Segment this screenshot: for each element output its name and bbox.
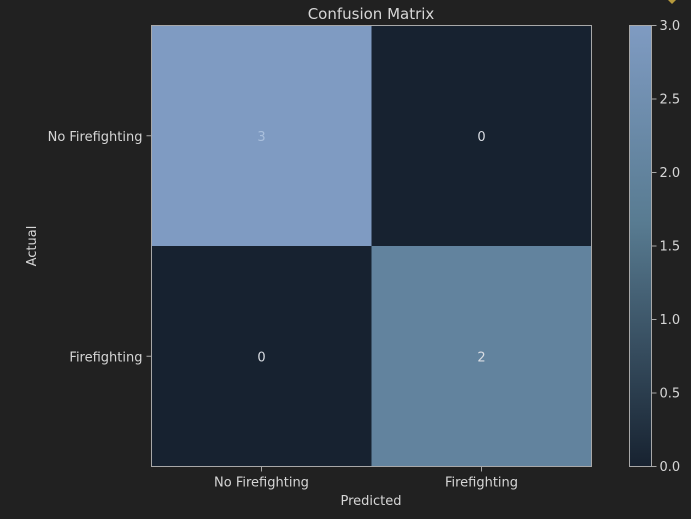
- y-tick-label: Firefighting: [69, 350, 142, 365]
- heatmap-cell-1-1: [371, 246, 592, 467]
- colorbar-tick-label: 0.0: [660, 460, 681, 475]
- x-tick-label: Firefighting: [445, 476, 518, 491]
- colorbar-tick-label: 3.0: [660, 19, 681, 34]
- colorbar-tick-label: 2.5: [660, 93, 681, 108]
- heatmap-cell-1-0: [151, 246, 372, 467]
- x-tick-label: No Firefighting: [214, 476, 309, 491]
- x-axis-title: Predicted: [340, 494, 401, 509]
- colorbar: [629, 25, 652, 467]
- heatmap-cell-0-0: [151, 25, 372, 246]
- colorbar-tick-label: 2.0: [660, 166, 681, 181]
- heatmap-labels: 3 0 0 2 No Firefighting Firefighting No Firefi…: [48, 130, 518, 491]
- colorbar-tick-label: 1.5: [660, 240, 681, 255]
- cell-value-label: 0: [257, 350, 265, 365]
- y-axis-title: Actual: [25, 226, 40, 267]
- heatmap-cell-0-1: [371, 25, 592, 246]
- y-tick-label: No Firefighting: [48, 130, 143, 145]
- cell-value-label: 0: [477, 130, 485, 145]
- chart-title: Confusion Matrix: [308, 5, 435, 23]
- cell-value-label: 3: [257, 130, 265, 145]
- colorbar-ticks: 0.0 0.5 1.0 1.5 2.0 2.5 3.0: [651, 19, 681, 475]
- heatmap-cells: [151, 25, 592, 467]
- plot-frame: [151, 25, 592, 467]
- colorbar-tick-label: 0.5: [660, 387, 681, 402]
- corner-warning-icon: [668, 0, 676, 4]
- colorbar-tick-label: 1.0: [660, 313, 681, 328]
- cell-value-label: 2: [477, 350, 485, 365]
